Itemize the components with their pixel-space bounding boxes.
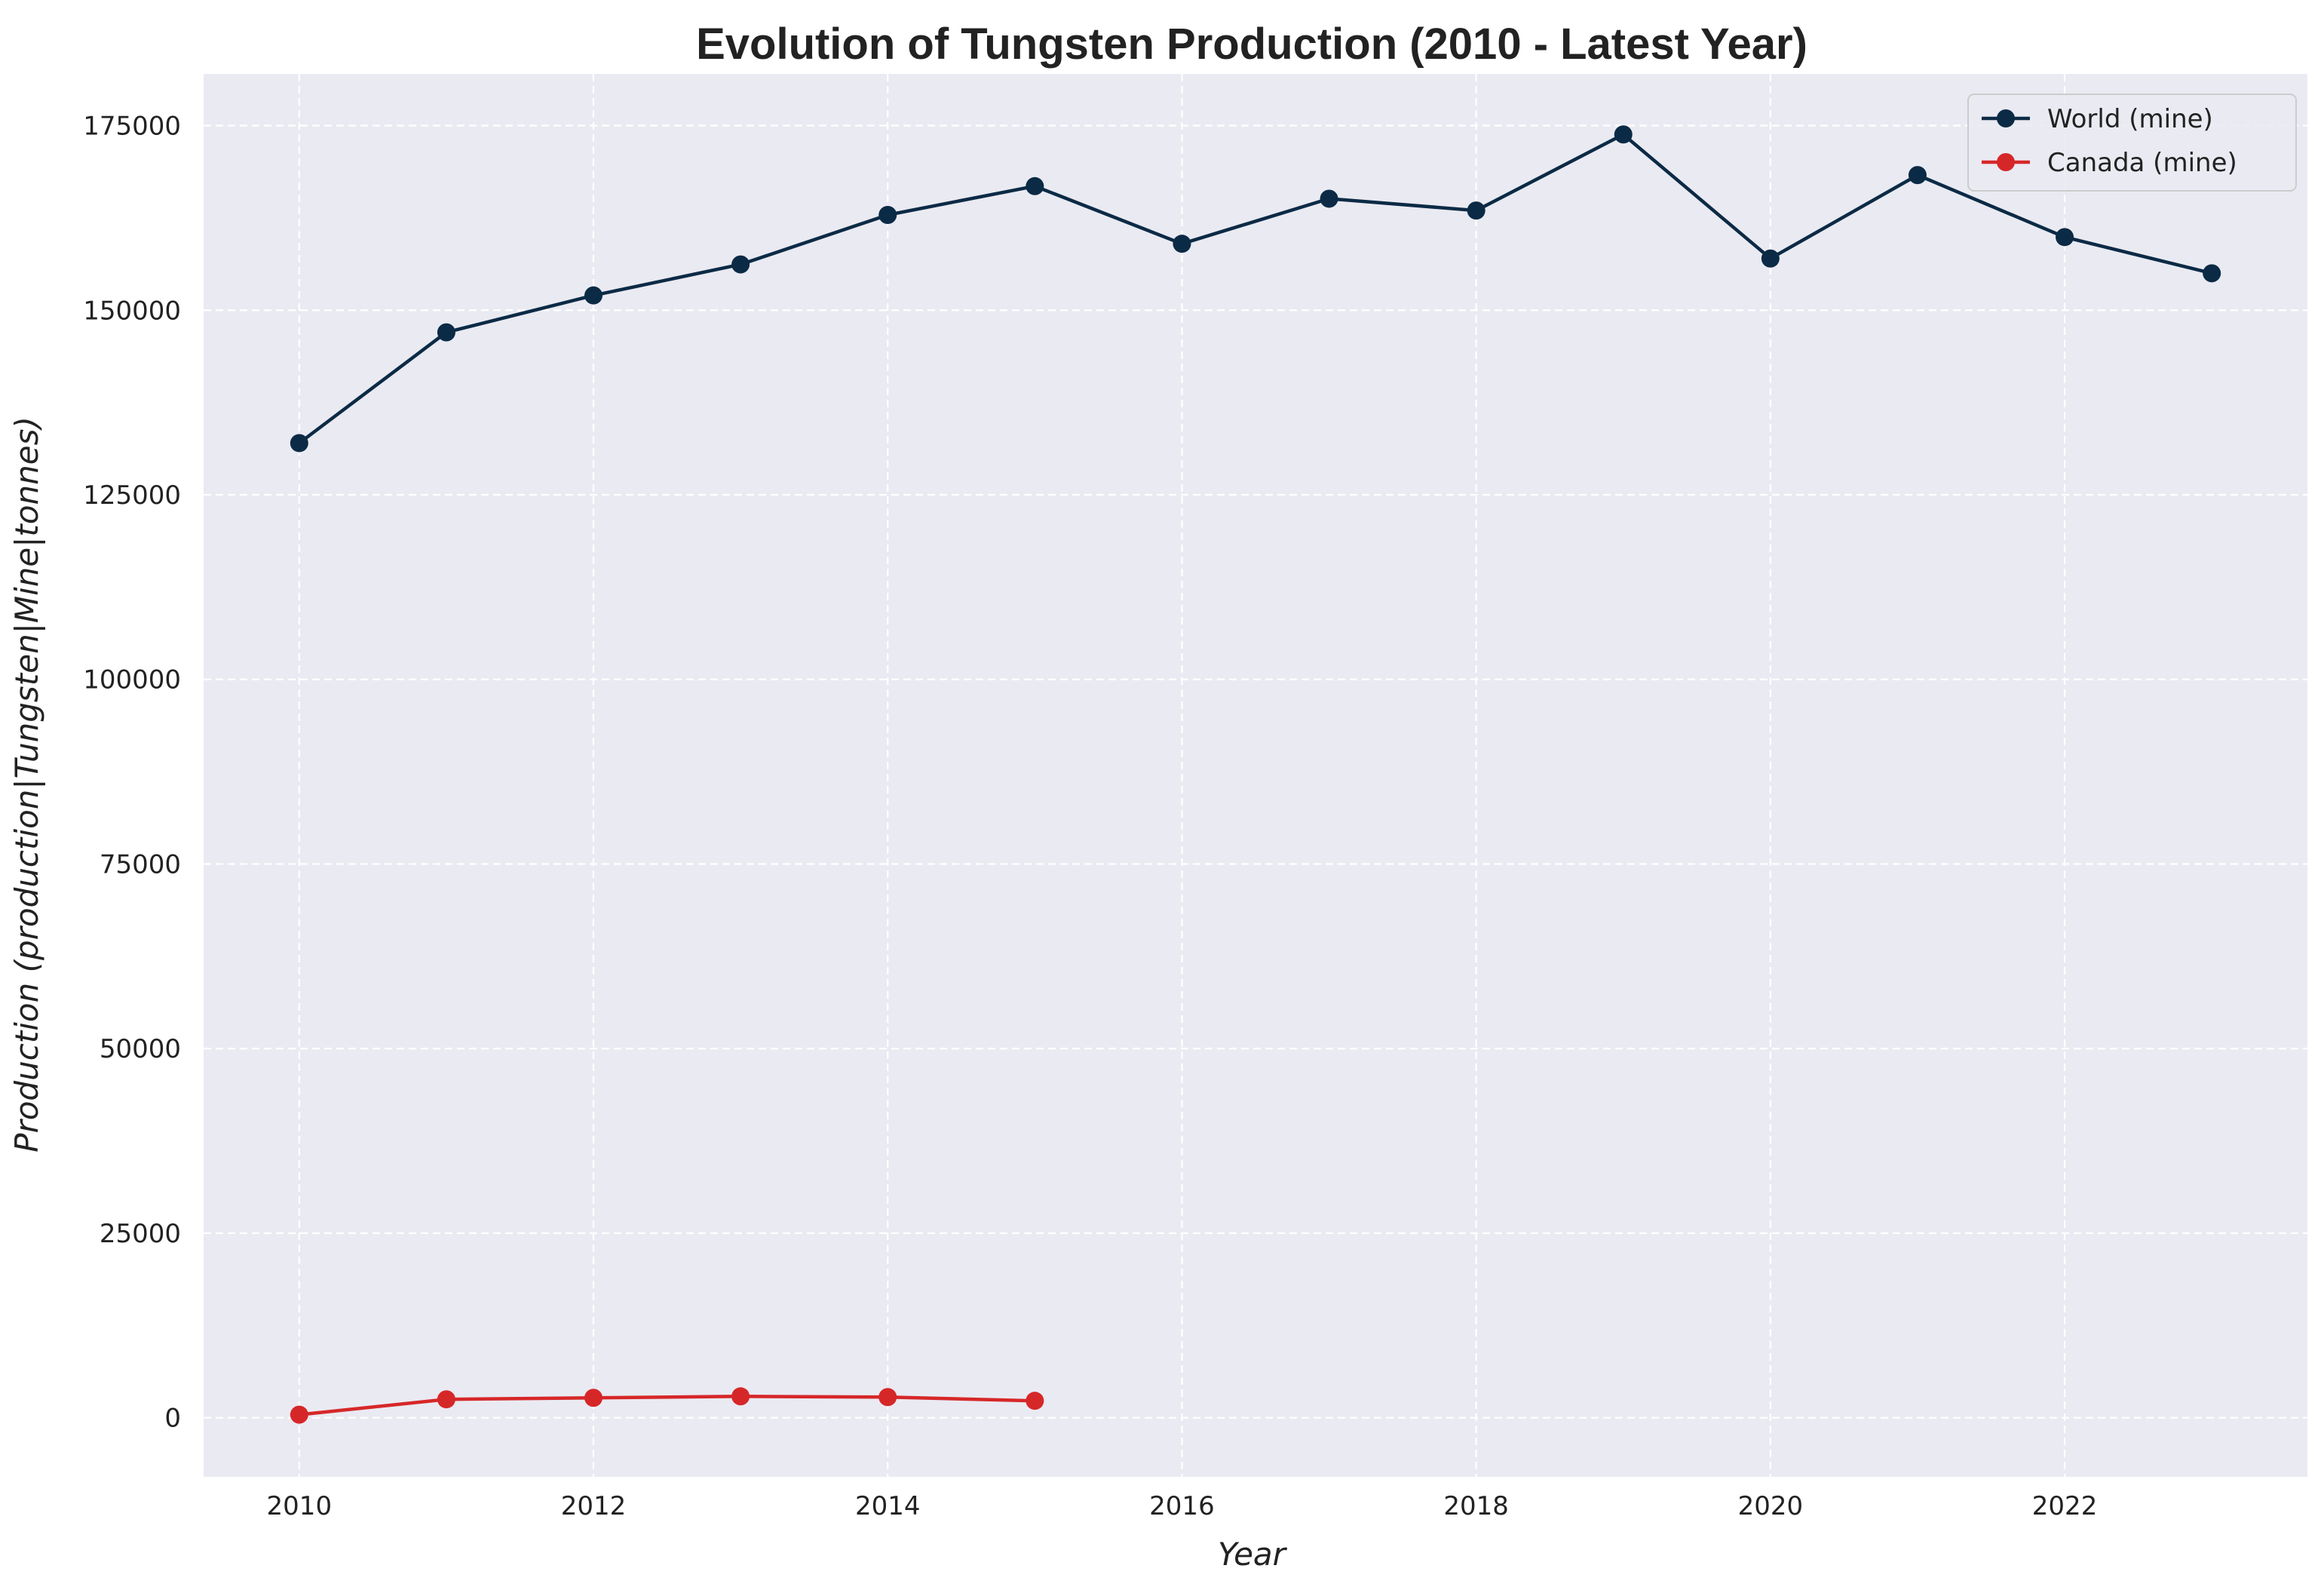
data-point	[1614, 125, 1633, 144]
x-tick-label: 2018	[1443, 1491, 1509, 1521]
legend-label: Canada (mine)	[2047, 148, 2237, 178]
data-point	[584, 1389, 603, 1407]
x-tick-label: 2014	[855, 1491, 921, 1521]
chart-title: Evolution of Tungsten Production (2010 -…	[696, 20, 1807, 69]
legend-item: World (mine)	[1982, 104, 2213, 134]
y-tick-label: 50000	[100, 1034, 181, 1064]
data-point	[290, 1405, 308, 1424]
data-point	[1761, 249, 1780, 268]
data-point	[1026, 1392, 1044, 1410]
data-point	[2203, 264, 2221, 283]
y-tick-label: 175000	[83, 112, 181, 142]
legend-label: World (mine)	[2047, 104, 2213, 134]
data-point	[1026, 176, 1044, 195]
data-point	[731, 255, 750, 274]
legend-item: Canada (mine)	[1982, 148, 2237, 178]
data-point	[878, 1388, 897, 1407]
x-axis-title: Year	[1218, 1536, 1288, 1573]
grid-lines	[204, 74, 2307, 1477]
y-axis-title: Production (production|Tungsten|Mine|ton…	[8, 416, 45, 1153]
data-point	[878, 205, 897, 224]
data-point	[437, 323, 455, 342]
y-tick-label: 100000	[83, 665, 181, 695]
series-1	[290, 1387, 1044, 1424]
x-axis: 2010 2012 2014 2016 2018 2020 2022	[267, 1491, 2098, 1521]
data-point	[731, 1387, 750, 1406]
y-tick-label: 75000	[100, 849, 181, 879]
y-tick-label: 25000	[100, 1219, 181, 1249]
x-tick-label: 2012	[561, 1491, 627, 1521]
y-tick-label: 125000	[83, 480, 181, 511]
y-tick-label: 150000	[83, 296, 181, 326]
legend-swatch-marker	[1997, 109, 2015, 127]
series-line	[298, 133, 2212, 445]
data-point	[290, 434, 308, 453]
plot-area	[204, 74, 2307, 1477]
data-point	[584, 286, 603, 305]
series-0	[290, 125, 2221, 453]
data-point	[2056, 228, 2074, 247]
y-axis: 0 25000 50000 75000 100000 125000 150000 175000	[83, 112, 181, 1434]
data-point	[1173, 235, 1191, 253]
series-line	[299, 1395, 1035, 1417]
y-tick-label: 0	[164, 1404, 181, 1434]
data-point	[1320, 189, 1338, 208]
data-point	[1467, 201, 1485, 220]
legend: World (mine) Canada (mine)	[1967, 94, 2297, 192]
x-tick-label: 2020	[1738, 1491, 1804, 1521]
x-tick-label: 2016	[1149, 1491, 1215, 1521]
x-tick-label: 2010	[267, 1491, 333, 1521]
series-layer	[290, 125, 2221, 1424]
data-point	[1908, 166, 1927, 185]
legend-swatch-marker	[1997, 153, 2015, 171]
data-point	[437, 1390, 455, 1409]
legend-frame	[1967, 94, 2297, 192]
x-tick-label: 2022	[2032, 1491, 2098, 1521]
